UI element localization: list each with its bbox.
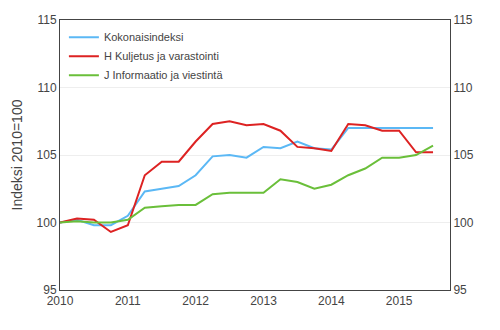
svg-text:J Informaatio ja viestintä: J Informaatio ja viestintä bbox=[104, 69, 223, 81]
svg-text:Kokonaisindeksi: Kokonaisindeksi bbox=[104, 31, 183, 43]
svg-text:110: 110 bbox=[37, 81, 56, 95]
svg-text:115: 115 bbox=[453, 13, 472, 27]
svg-text:110: 110 bbox=[453, 81, 472, 95]
svg-text:2015: 2015 bbox=[386, 294, 413, 308]
svg-text:Indeksi 2010=100: Indeksi 2010=100 bbox=[9, 99, 25, 210]
svg-text:115: 115 bbox=[37, 13, 56, 27]
svg-text:105: 105 bbox=[37, 148, 57, 162]
svg-text:95: 95 bbox=[43, 283, 57, 297]
svg-text:2014: 2014 bbox=[318, 294, 345, 308]
svg-text:2010: 2010 bbox=[47, 294, 74, 308]
svg-text:2011: 2011 bbox=[115, 294, 141, 308]
svg-text:100: 100 bbox=[453, 216, 473, 230]
svg-text:105: 105 bbox=[453, 148, 473, 162]
svg-text:H Kuljetus ja varastointi: H Kuljetus ja varastointi bbox=[104, 50, 219, 62]
svg-text:100: 100 bbox=[37, 216, 57, 230]
svg-text:2013: 2013 bbox=[250, 294, 277, 308]
svg-text:95: 95 bbox=[453, 283, 467, 297]
svg-text:2012: 2012 bbox=[182, 294, 209, 308]
